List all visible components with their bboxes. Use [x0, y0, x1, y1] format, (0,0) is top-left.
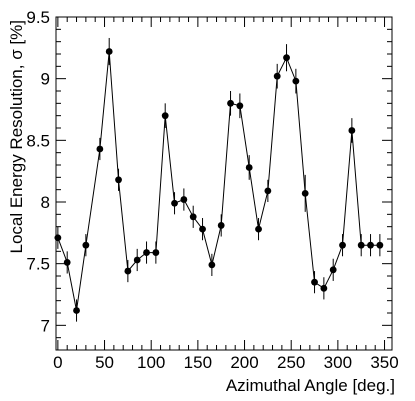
data-point [124, 267, 132, 275]
data-point [115, 176, 122, 184]
data-point [63, 259, 71, 266]
data-point [199, 225, 206, 233]
x-tick-label: 300 [324, 353, 352, 372]
data-point [264, 187, 272, 195]
data-point [255, 225, 262, 233]
data-point [82, 241, 90, 249]
data-point [245, 164, 253, 171]
x-tick-label: 200 [230, 353, 258, 372]
data-point [189, 213, 197, 221]
data-point [161, 112, 169, 120]
data-point [217, 222, 225, 229]
plot-frame [55, 16, 393, 351]
data-point [105, 48, 113, 55]
data-point [236, 102, 244, 110]
data-point [180, 196, 188, 203]
y-tick-label: 8 [41, 193, 50, 212]
data-point [152, 249, 160, 256]
data-point [367, 241, 374, 249]
data-point [357, 241, 365, 249]
data-point [348, 127, 356, 134]
x-tick-label: 0 [53, 353, 62, 372]
y-axis: 7 7.5 8 8.5 9 9.5 [26, 8, 392, 351]
data-point [376, 241, 384, 249]
data-point [283, 54, 290, 62]
plot-area [55, 16, 393, 351]
data-point [133, 256, 141, 264]
data-point [311, 278, 318, 286]
data-point [171, 199, 178, 207]
data-point [292, 77, 300, 85]
data-point [54, 234, 62, 242]
y-tick-label: 9 [41, 70, 50, 89]
y-tick-label: 8.5 [26, 131, 50, 150]
data-point [273, 72, 281, 80]
x-tick-label: 350 [370, 353, 398, 372]
data-point [96, 145, 104, 153]
y-tick-label: 9.5 [26, 8, 50, 27]
x-axis: 0 50 100 150 200 250 300 350 [53, 17, 399, 372]
data-point [301, 189, 309, 197]
data-point [329, 266, 337, 274]
y-tick-label: 7.5 [26, 255, 50, 274]
x-tick-label: 250 [277, 353, 305, 372]
x-tick-label: 150 [184, 353, 212, 372]
data-point [339, 241, 346, 249]
data-point [208, 261, 216, 269]
data-point [143, 249, 150, 256]
y-tick-label: 7 [41, 316, 50, 335]
data-point [73, 307, 80, 314]
x-axis-title: Azimuthal Angle [deg.] [226, 376, 395, 395]
y-axis-title: Local Energy Resolution, σ [%] [7, 20, 26, 254]
data-point [320, 284, 328, 292]
data-series [54, 37, 384, 322]
x-tick-label: 50 [95, 353, 114, 372]
x-tick-label: 100 [137, 353, 165, 372]
data-point [227, 99, 234, 107]
